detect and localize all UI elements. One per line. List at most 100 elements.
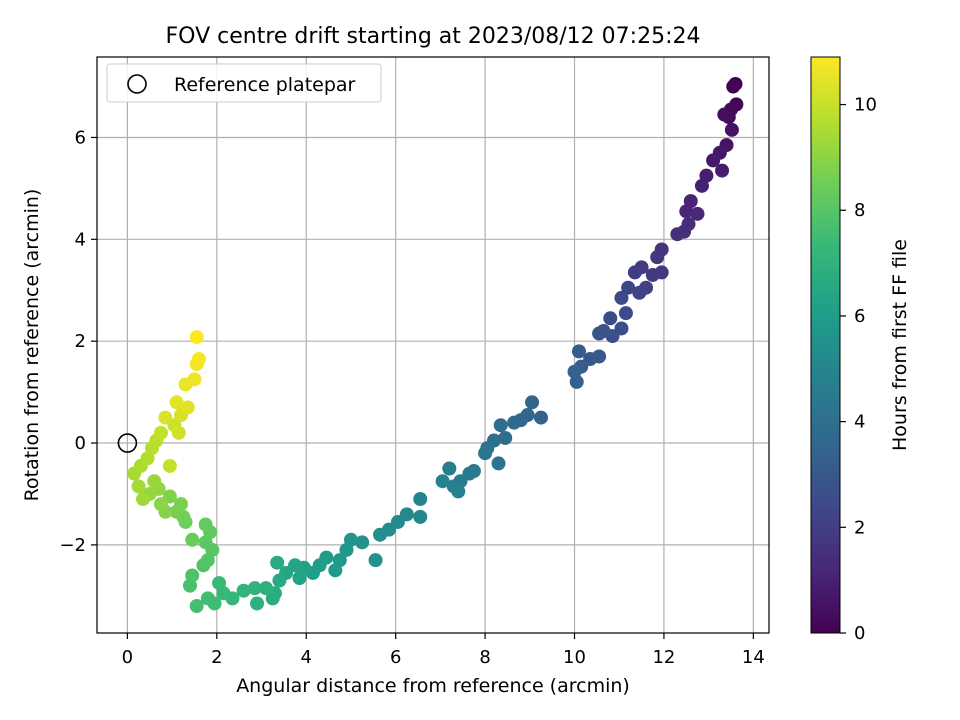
data-point (621, 280, 636, 295)
data-point (198, 517, 213, 532)
colorbar-tick-label: 8 (854, 200, 865, 221)
data-point (592, 349, 607, 364)
data-point (265, 591, 280, 606)
data-point (171, 425, 186, 440)
data-point (270, 555, 285, 570)
chart-title: FOV centre drift starting at 2023/08/12 … (166, 24, 701, 49)
x-tick-label: 6 (390, 647, 401, 668)
data-point (162, 458, 177, 473)
data-point (614, 290, 629, 305)
colorbar-tick-label: 6 (854, 306, 865, 327)
data-point (525, 395, 540, 410)
data-point (679, 204, 694, 219)
data-point (189, 330, 204, 345)
colorbar-tick-label: 0 (854, 623, 865, 644)
data-point (339, 542, 354, 557)
data-point (498, 430, 513, 445)
y-tick-label: 2 (75, 331, 86, 352)
data-point (645, 267, 660, 282)
data-point (272, 573, 287, 588)
x-tick-label: 10 (563, 647, 586, 668)
data-point (147, 474, 162, 489)
data-point (670, 227, 685, 242)
data-point (442, 461, 457, 476)
data-point (153, 497, 168, 512)
data-point (507, 415, 522, 430)
colorbar-label: Hours from first FF file (889, 239, 911, 451)
data-point (187, 372, 202, 387)
plot-frame (96, 56, 770, 634)
colorbar-tick-label: 4 (854, 412, 865, 433)
legend-box (106, 63, 382, 103)
grid-lines (97, 57, 769, 633)
data-point (153, 425, 168, 440)
data-point (236, 583, 251, 598)
data-point (603, 311, 618, 326)
data-point (650, 250, 665, 265)
data-point (694, 178, 709, 193)
y-axis-label: Rotation from reference (arcmin) (21, 189, 43, 502)
data-point (136, 492, 151, 507)
x-tick-label: 12 (652, 647, 675, 668)
data-point (413, 492, 428, 507)
data-point (715, 163, 730, 178)
data-point (478, 446, 493, 461)
reference-platepar-marker (117, 433, 138, 453)
data-point (571, 344, 586, 359)
x-tick-label: 0 (122, 647, 133, 668)
data-point (706, 153, 721, 168)
x-axis-ticks: 0 2 4 6 8 10 12 14 (122, 633, 765, 668)
data-point (373, 527, 388, 542)
data-point (250, 596, 265, 611)
data-point (158, 410, 173, 425)
colorbar-tick-label: 10 (854, 95, 877, 116)
y-axis-ticks: −2 0 2 4 6 (59, 127, 97, 556)
x-tick-label: 14 (742, 647, 765, 668)
data-point (451, 484, 466, 499)
data-point (189, 599, 204, 614)
colorbar: 0 2 4 6 8 10 Hours from first FF file (810, 56, 911, 644)
y-tick-label: 6 (75, 127, 86, 148)
data-point (191, 352, 206, 367)
y-tick-label: 4 (75, 229, 86, 250)
data-point (493, 418, 508, 433)
colorbar-tick-label: 2 (854, 517, 865, 538)
data-point (368, 553, 383, 568)
y-tick-label: 0 (75, 433, 86, 454)
data-point (328, 563, 343, 578)
data-point (200, 591, 215, 606)
x-axis-label: Angular distance from reference (arcmin) (236, 675, 630, 697)
data-point (247, 581, 262, 596)
data-point (259, 581, 274, 596)
data-point (726, 79, 741, 94)
data-point (180, 400, 195, 415)
data-point (185, 568, 200, 583)
legend-marker-icon (127, 74, 147, 94)
data-point (533, 410, 548, 425)
x-tick-label: 4 (301, 647, 312, 668)
data-point (724, 122, 739, 137)
data-point (174, 497, 189, 512)
colorbar-gradient (810, 56, 841, 634)
colorbar-ticks: 0 2 4 6 8 10 (840, 95, 877, 644)
data-point (212, 576, 227, 591)
data-point (413, 509, 428, 524)
data-point (690, 206, 705, 221)
data-point (632, 285, 647, 300)
y-tick-label: −2 (59, 535, 86, 556)
data-point (435, 474, 450, 489)
data-point (567, 364, 582, 379)
data-point (131, 479, 146, 494)
data-point (618, 306, 633, 321)
data-point (355, 535, 370, 550)
x-tick-label: 8 (479, 647, 490, 668)
data-point (185, 532, 200, 547)
legend-entry-reference-platepar: Reference platepar (174, 74, 356, 96)
data-point (627, 265, 642, 280)
data-point (717, 107, 732, 122)
data-point (292, 570, 307, 585)
data-points (127, 76, 744, 614)
data-point (169, 395, 184, 410)
x-tick-label: 2 (211, 647, 222, 668)
